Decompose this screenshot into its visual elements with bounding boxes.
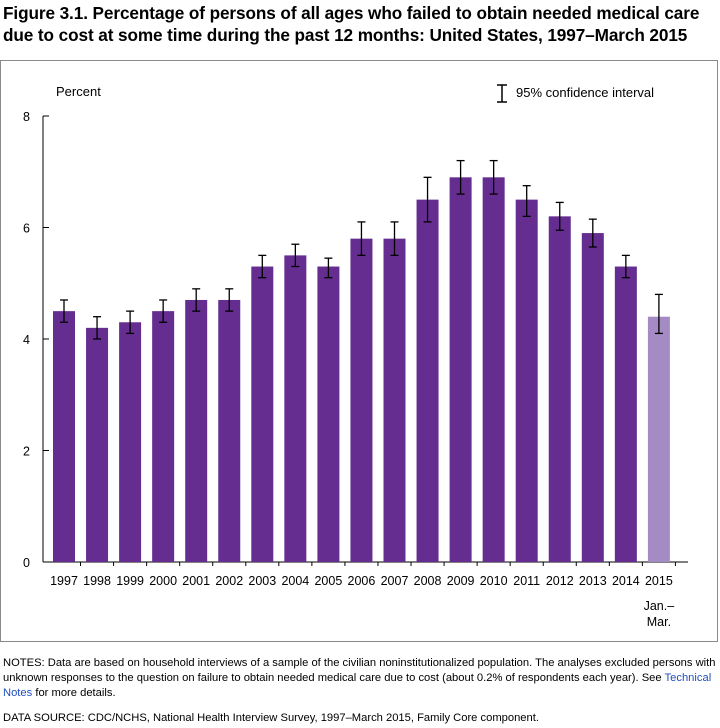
x-tick-label-2004: 2004 [281,574,309,588]
y-tick-label: 2 [23,445,30,459]
y-tick-label: 6 [23,222,30,236]
x-tick-label-2008: 2008 [414,574,442,588]
x-tick-label-2015: 2015 [645,574,673,588]
x-tick-label-2009: 2009 [447,574,475,588]
x-tick-label-1998: 1998 [83,574,111,588]
x-tick-label-2005: 2005 [314,574,342,588]
x-tick-label-1997: 1997 [50,574,78,588]
bar-2004 [284,255,307,563]
bar-2010 [482,177,505,562]
x-tick-label-2002: 2002 [215,574,243,588]
bar-2009 [449,177,472,562]
x-tick-label-2000: 2000 [149,574,177,588]
bar-chart: 1997 1998 1999 2000 2001 2002 2003 2004 2005 2006… [23,84,688,629]
x-tick-label-2001: 2001 [182,574,210,588]
y-axis-label: Percent [56,84,101,99]
notes-text: NOTES: Data are based on household inter… [3,657,716,684]
bar-2015 [647,316,670,562]
notes-text-end: for more details. [32,687,116,699]
y-tick-label: 4 [23,333,30,347]
x-tick-labels: 1997 1998 1999 2000 2001 2002 2003 2004 2005 2006… [50,562,676,629]
y-tick-label: 8 [23,110,30,124]
y-tick-label: 0 [23,556,30,570]
bar-1999 [119,322,142,562]
x-tick-sublabel-2015: Jan.– [644,599,675,613]
error-bars-group [60,159,663,340]
bar-2012 [548,216,571,562]
legend-label: 95% confidence interval [516,85,654,100]
x-tick-label-2011: 2011 [513,574,540,588]
bar-2006 [350,238,373,562]
bar-2003 [251,266,274,562]
bar-1997 [53,311,75,563]
bar-2001 [185,299,208,562]
technical-notes-link[interactable]: Technical Notes [3,672,712,699]
y-tick-labels: 0 2 4 6 8 [23,110,49,570]
x-tick-label-2007: 2007 [381,574,409,588]
figure-title: Figure 3.1. Percentage of persons of all… [3,3,700,45]
x-tick-label-2014: 2014 [612,574,640,588]
bar-2011 [515,199,538,563]
x-tick-label-2013: 2013 [579,574,607,588]
bars-group [53,177,670,563]
data-source: DATA SOURCE: CDC/NCHS, National Health I… [3,712,539,724]
x-tick-label-2012: 2012 [546,574,574,588]
chart-frame [0,60,718,642]
legend: 95% confidence interval [497,84,654,103]
bar-2005 [317,266,340,562]
x-tick-label-2003: 2003 [248,574,276,588]
bar-2013 [581,233,604,562]
bar-1998 [86,327,109,562]
bar-2000 [152,311,175,563]
bar-2008 [416,199,439,563]
x-tick-label-2006: 2006 [348,574,376,588]
bar-2014 [614,266,637,562]
bar-2007 [383,238,406,562]
x-tick-sublabel-2015: Mar. [647,615,671,629]
x-tick-label-2010: 2010 [480,574,508,588]
bar-2002 [218,299,241,562]
x-tick-label-1999: 1999 [116,574,144,588]
figure-notes: NOTES: Data are based on household inter… [3,656,719,701]
